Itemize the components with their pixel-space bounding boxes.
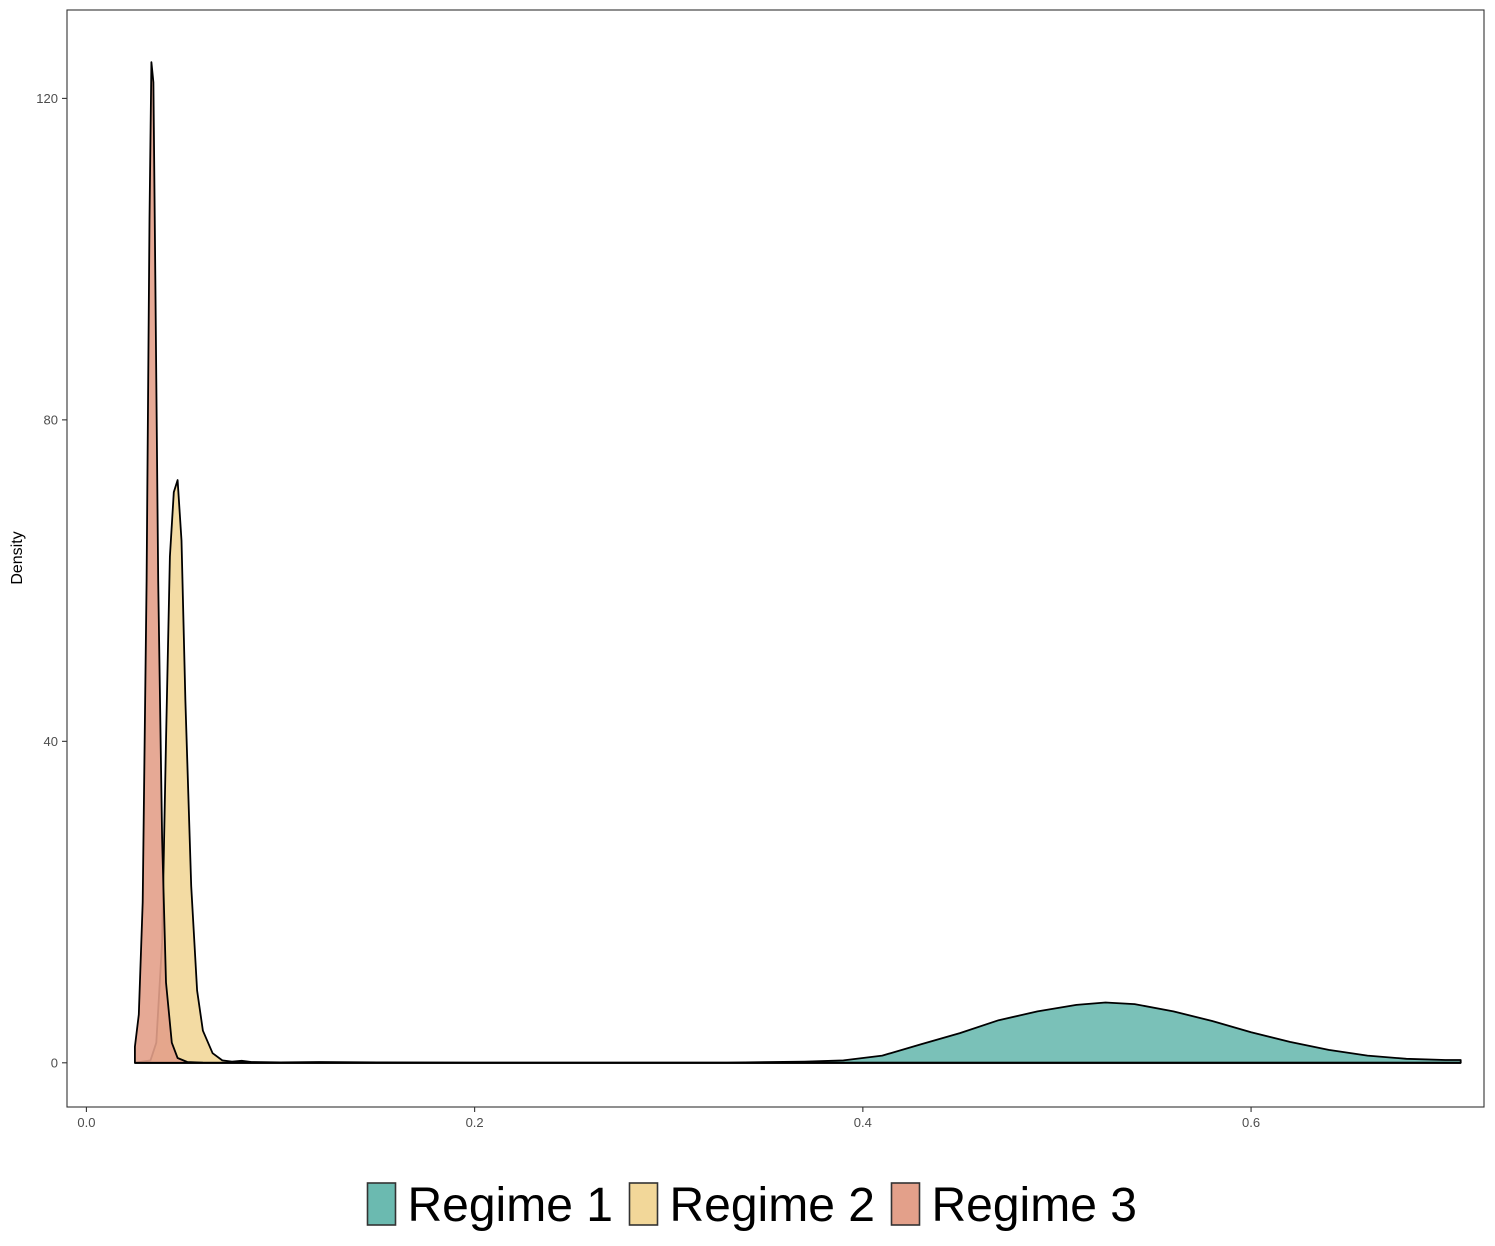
- legend-key-2: [628, 1182, 659, 1226]
- legend: Regime 1 Regime 2 Regime 3: [366, 1179, 1137, 1232]
- legend-key-3: [890, 1182, 921, 1226]
- x-tick-label: 0.6: [1242, 1115, 1260, 1130]
- legend-label-3: Regime 3: [932, 1179, 1137, 1232]
- y-tick-label: 40: [44, 734, 58, 749]
- x-tick-label: 0.0: [77, 1115, 95, 1130]
- x-tick-label: 0.2: [466, 1115, 484, 1130]
- y-axis-title: Density: [9, 531, 26, 584]
- plot-panel-border: [66, 9, 1485, 1108]
- legend-key-1: [366, 1182, 397, 1226]
- density-series-3: [134, 61, 1462, 1064]
- y-tick-label: 120: [36, 91, 58, 106]
- y-tick-label: 80: [44, 412, 58, 427]
- density-series-1: [134, 1001, 1462, 1064]
- axes: 0.0 0.2 0.4 0.6 0 40 80 120: [36, 91, 1260, 1130]
- x-tick-label: 0.4: [854, 1115, 872, 1130]
- y-tick-label: 0: [51, 1055, 58, 1070]
- plot-area: [134, 61, 1462, 1064]
- legend-label-2: Regime 2: [670, 1179, 875, 1232]
- legend-label-1: Regime 1: [408, 1179, 613, 1232]
